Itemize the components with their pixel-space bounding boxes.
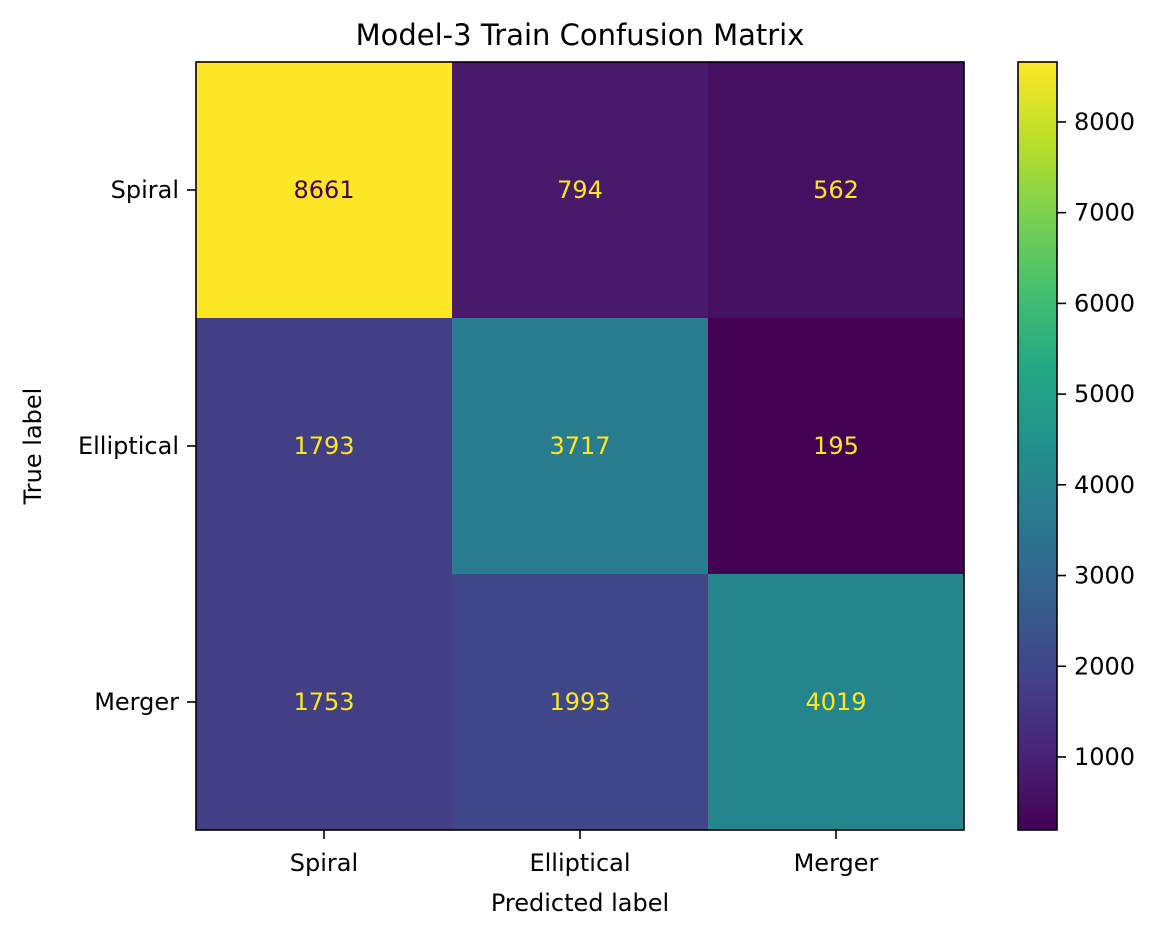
y-axis-ticks: Spiral Elliptical Merger xyxy=(78,176,196,716)
heatmap-cell-labels: 8661 794 562 1793 3717 195 1753 1993 4019 xyxy=(293,176,866,716)
x-tick-label: Spiral xyxy=(290,849,358,877)
cell-value-label: 1993 xyxy=(549,688,610,716)
cell-value-label: 195 xyxy=(813,432,859,460)
x-tick-label: Merger xyxy=(794,849,879,877)
chart-title: Model-3 Train Confusion Matrix xyxy=(356,18,805,52)
cell-value-label: 8661 xyxy=(293,176,354,204)
cell-value-label: 3717 xyxy=(549,432,610,460)
y-axis-label: True label xyxy=(19,388,47,506)
heatmap-cell xyxy=(452,62,708,318)
cell-value-label: 794 xyxy=(557,176,603,204)
colorbar-tick-label: 5000 xyxy=(1074,380,1135,408)
heatmap-cell xyxy=(196,318,452,574)
cell-value-label: 1793 xyxy=(293,432,354,460)
colorbar-tick-label: 3000 xyxy=(1074,562,1135,590)
colorbar-ticks: 1000 2000 3000 4000 5000 6000 7000 8000 xyxy=(1057,108,1135,771)
y-tick-label: Merger xyxy=(94,688,179,716)
cell-value-label: 1753 xyxy=(293,688,354,716)
x-axis-ticks: Spiral Elliptical Merger xyxy=(290,830,879,877)
cell-value-label: 562 xyxy=(813,176,859,204)
heatmap-cell xyxy=(708,574,964,830)
heatmap-cell xyxy=(196,574,452,830)
colorbar-tick-label: 4000 xyxy=(1074,471,1135,499)
y-tick-label: Elliptical xyxy=(78,432,179,460)
y-tick-label: Spiral xyxy=(111,176,179,204)
x-axis-label: Predicted label xyxy=(491,889,669,917)
x-tick-label: Elliptical xyxy=(529,849,630,877)
cell-value-label: 4019 xyxy=(805,688,866,716)
colorbar-tick-label: 1000 xyxy=(1074,743,1135,771)
colorbar-tick-label: 2000 xyxy=(1074,652,1135,680)
heatmap-cell xyxy=(708,62,964,318)
colorbar xyxy=(1017,61,1058,831)
colorbar-tick-label: 7000 xyxy=(1074,199,1135,227)
heatmap-cell xyxy=(452,318,708,574)
heatmap-cells xyxy=(196,62,964,830)
heatmap-cell xyxy=(196,62,452,318)
heatmap-cell xyxy=(452,574,708,830)
heatmap-cell xyxy=(708,318,964,574)
colorbar-tick-label: 6000 xyxy=(1074,289,1135,317)
colorbar-tick-label: 8000 xyxy=(1074,108,1135,136)
